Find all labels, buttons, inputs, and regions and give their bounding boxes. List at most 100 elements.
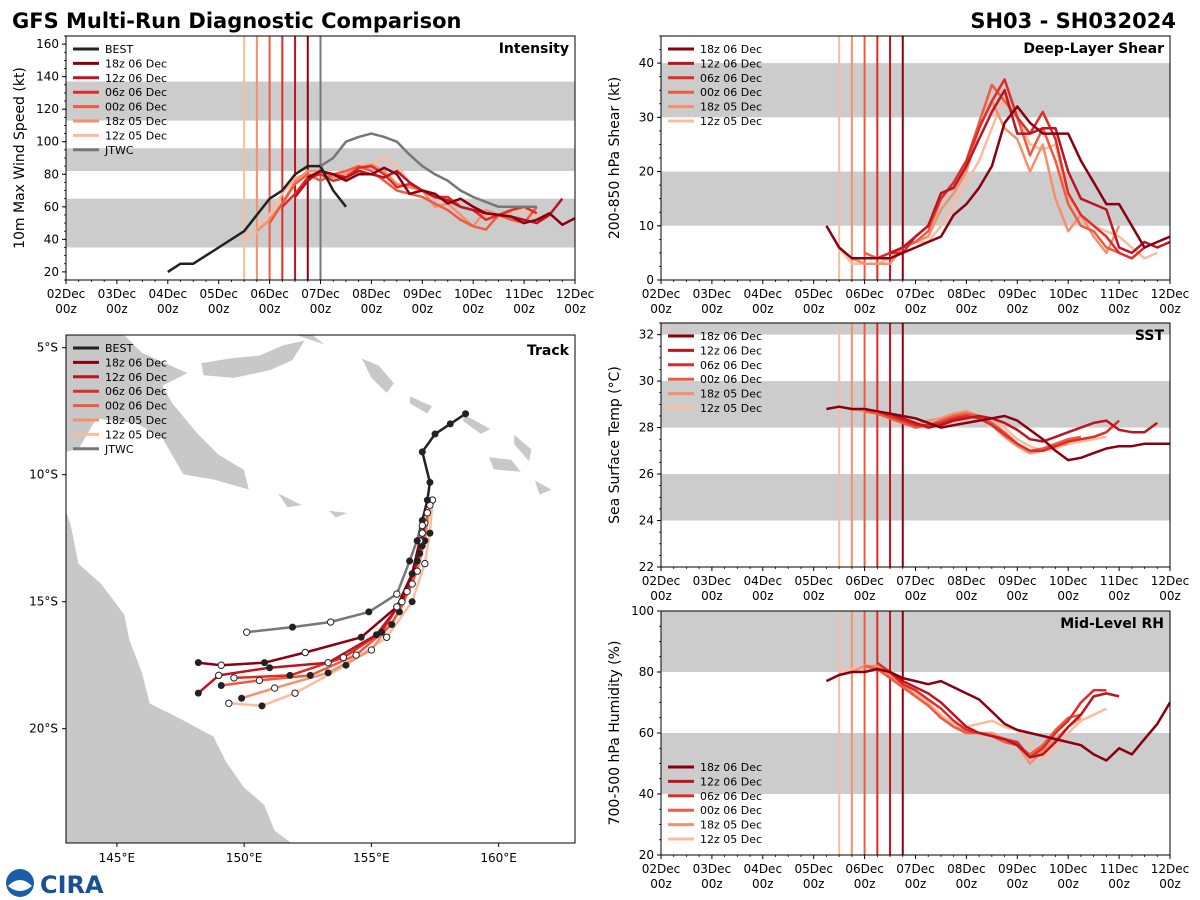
shear-xtick-label: 12Dec xyxy=(1151,287,1190,301)
track-point-r12z06 xyxy=(418,529,426,537)
intensity-legend-label: 12z 05 Dec xyxy=(105,129,167,142)
rh-legend-label: 12z 06 Dec xyxy=(700,775,762,788)
sst-xtick-sublabel: 00z xyxy=(701,589,723,603)
sst-panel: 22242628303202Dec00z03Dec00z04Dec00z05De… xyxy=(607,322,1189,603)
rh-band xyxy=(661,611,1170,672)
rh-legend-label: 18z 06 Dec xyxy=(700,761,762,774)
sst-ytick-label: 32 xyxy=(639,328,654,342)
track-point-JTWC xyxy=(406,557,414,565)
track-point-r12z05 xyxy=(291,689,299,697)
sst-series-r00z06 xyxy=(864,410,1082,453)
shear-xtick-sublabel: 00z xyxy=(1057,302,1079,316)
shear-xtick-label: 11Dec xyxy=(1100,287,1139,301)
track-legend-label: 18z 05 Dec xyxy=(105,414,167,427)
rh-xtick-label: 06Dec xyxy=(845,862,884,876)
track-point-JTWC xyxy=(326,618,335,626)
track-point-BEST xyxy=(462,410,470,418)
louisiade-island xyxy=(276,491,304,509)
rh-ytick-label: 80 xyxy=(639,665,654,679)
sst-xtick-sublabel: 00z xyxy=(1108,589,1130,603)
rh-xtick-sublabel: 00z xyxy=(752,877,774,891)
shear-legend-label: 06z 06 Dec xyxy=(700,72,762,85)
sst-xtick-sublabel: 00z xyxy=(905,589,927,603)
track-ytick-label: 15°S xyxy=(29,595,58,609)
intensity-ytick-label: 140 xyxy=(36,70,59,84)
intensity-legend-label: 18z 06 Dec xyxy=(105,57,167,70)
shear-legend-label: 12z 05 Dec xyxy=(700,115,762,128)
rh-xtick-sublabel: 00z xyxy=(650,877,672,891)
intensity-xtick-sublabel: 00z xyxy=(564,302,586,316)
track-point-r12z06 xyxy=(413,557,421,565)
shear-xtick-label: 10Dec xyxy=(1049,287,1088,301)
track-point-r18z05 xyxy=(270,684,279,692)
shear-xtick-label: 09Dec xyxy=(998,287,1037,301)
intensity-xtick-label: 12Dec xyxy=(556,287,595,301)
sst-xtick-sublabel: 00z xyxy=(752,589,774,603)
intensity-xtick-sublabel: 00z xyxy=(106,302,128,316)
sst-xtick-label: 10Dec xyxy=(1049,574,1088,588)
rh-xtick-sublabel: 00z xyxy=(803,877,825,891)
rh-xtick-label: 05Dec xyxy=(794,862,833,876)
bougainville-island xyxy=(360,357,395,394)
track-point-r18z06 xyxy=(357,633,365,641)
new-guinea-landmass xyxy=(66,335,250,491)
sst-legend-label: 12z 05 Dec xyxy=(700,402,762,415)
sst-legend-label: 06z 06 Dec xyxy=(700,359,762,372)
intensity-xtick-sublabel: 00z xyxy=(55,302,77,316)
intensity-xtick-label: 11Dec xyxy=(505,287,544,301)
rh-xtick-label: 04Dec xyxy=(744,862,783,876)
track-point-BEST xyxy=(426,478,434,486)
shear-ytick-label: 0 xyxy=(646,273,654,287)
sst-xtick-label: 09Dec xyxy=(998,574,1037,588)
sst-xtick-sublabel: 00z xyxy=(854,589,876,603)
track-point-BEST xyxy=(413,537,421,545)
shear-xtick-label: 03Dec xyxy=(693,287,732,301)
track-legend-label: 06z 06 Dec xyxy=(105,385,167,398)
shear-xtick-label: 06Dec xyxy=(845,287,884,301)
track-point-r00z06 xyxy=(352,651,360,659)
sst-ytick-label: 24 xyxy=(639,514,654,528)
shear-series-r18z06 xyxy=(825,105,1170,260)
track-point-r12z05 xyxy=(258,702,266,710)
rh-xtick-label: 11Dec xyxy=(1100,862,1139,876)
shear-legend-label: 18z 06 Dec xyxy=(700,43,762,56)
intensity-xtick-label: 07Dec xyxy=(301,287,340,301)
sst-legend-label: 00z 06 Dec xyxy=(700,373,762,386)
track-point-r12z05 xyxy=(225,699,233,707)
intensity-xtick-label: 06Dec xyxy=(250,287,289,301)
shear-xtick-sublabel: 00z xyxy=(854,302,876,316)
rh-xtick-label: 03Dec xyxy=(693,862,732,876)
sst-ylabel: Sea Surface Temp (°C) xyxy=(607,366,623,524)
shear-legend-label: 12z 06 Dec xyxy=(700,57,762,70)
intensity-legend-label: 18z 05 Dec xyxy=(105,115,167,128)
track-xtick-label: 145°E xyxy=(99,851,136,865)
track-legend-label: 00z 06 Dec xyxy=(105,400,167,413)
intensity-xtick-sublabel: 00z xyxy=(462,302,484,316)
sst-legend-label: 12z 06 Dec xyxy=(700,344,762,357)
intensity-legend-label: 12z 06 Dec xyxy=(105,72,167,85)
intensity-xtick-label: 04Dec xyxy=(149,287,188,301)
shear-xtick-label: 04Dec xyxy=(744,287,783,301)
shear-xtick-label: 07Dec xyxy=(896,287,935,301)
sst-xtick-sublabel: 00z xyxy=(803,589,825,603)
rh-xtick-label: 09Dec xyxy=(998,862,1037,876)
rh-xtick-label: 12Dec xyxy=(1151,862,1190,876)
intensity-xtick-label: 10Dec xyxy=(454,287,493,301)
track-point-r18z06 xyxy=(393,603,401,611)
sst-series-r18z06 xyxy=(826,405,1170,462)
track-point-r06z06 xyxy=(339,653,348,662)
track-legend-label: BEST xyxy=(105,342,133,355)
intensity-xtick-sublabel: 00z xyxy=(412,302,434,316)
sst-band xyxy=(661,323,1170,335)
intensity-ytick-label: 60 xyxy=(44,200,59,214)
track-xtick-label: 160°E xyxy=(480,851,517,865)
track-point-BEST xyxy=(446,420,454,428)
rh-ylabel: 700-500 hPa Humidity (%) xyxy=(607,641,623,826)
rh-xtick-sublabel: 00z xyxy=(1108,877,1130,891)
intensity-legend-label: 06z 06 Dec xyxy=(105,86,167,99)
shear-xtick-sublabel: 00z xyxy=(650,302,672,316)
intensity-legend-label: 00z 06 Dec xyxy=(105,101,167,114)
rh-panel: 2040608010002Dec00z03Dec00z04Dec00z05Dec… xyxy=(607,604,1190,891)
track-point-r12z05 xyxy=(408,598,416,606)
intensity-panel: 2040608010012014016002Dec00z03Dec00z04De… xyxy=(12,35,595,316)
